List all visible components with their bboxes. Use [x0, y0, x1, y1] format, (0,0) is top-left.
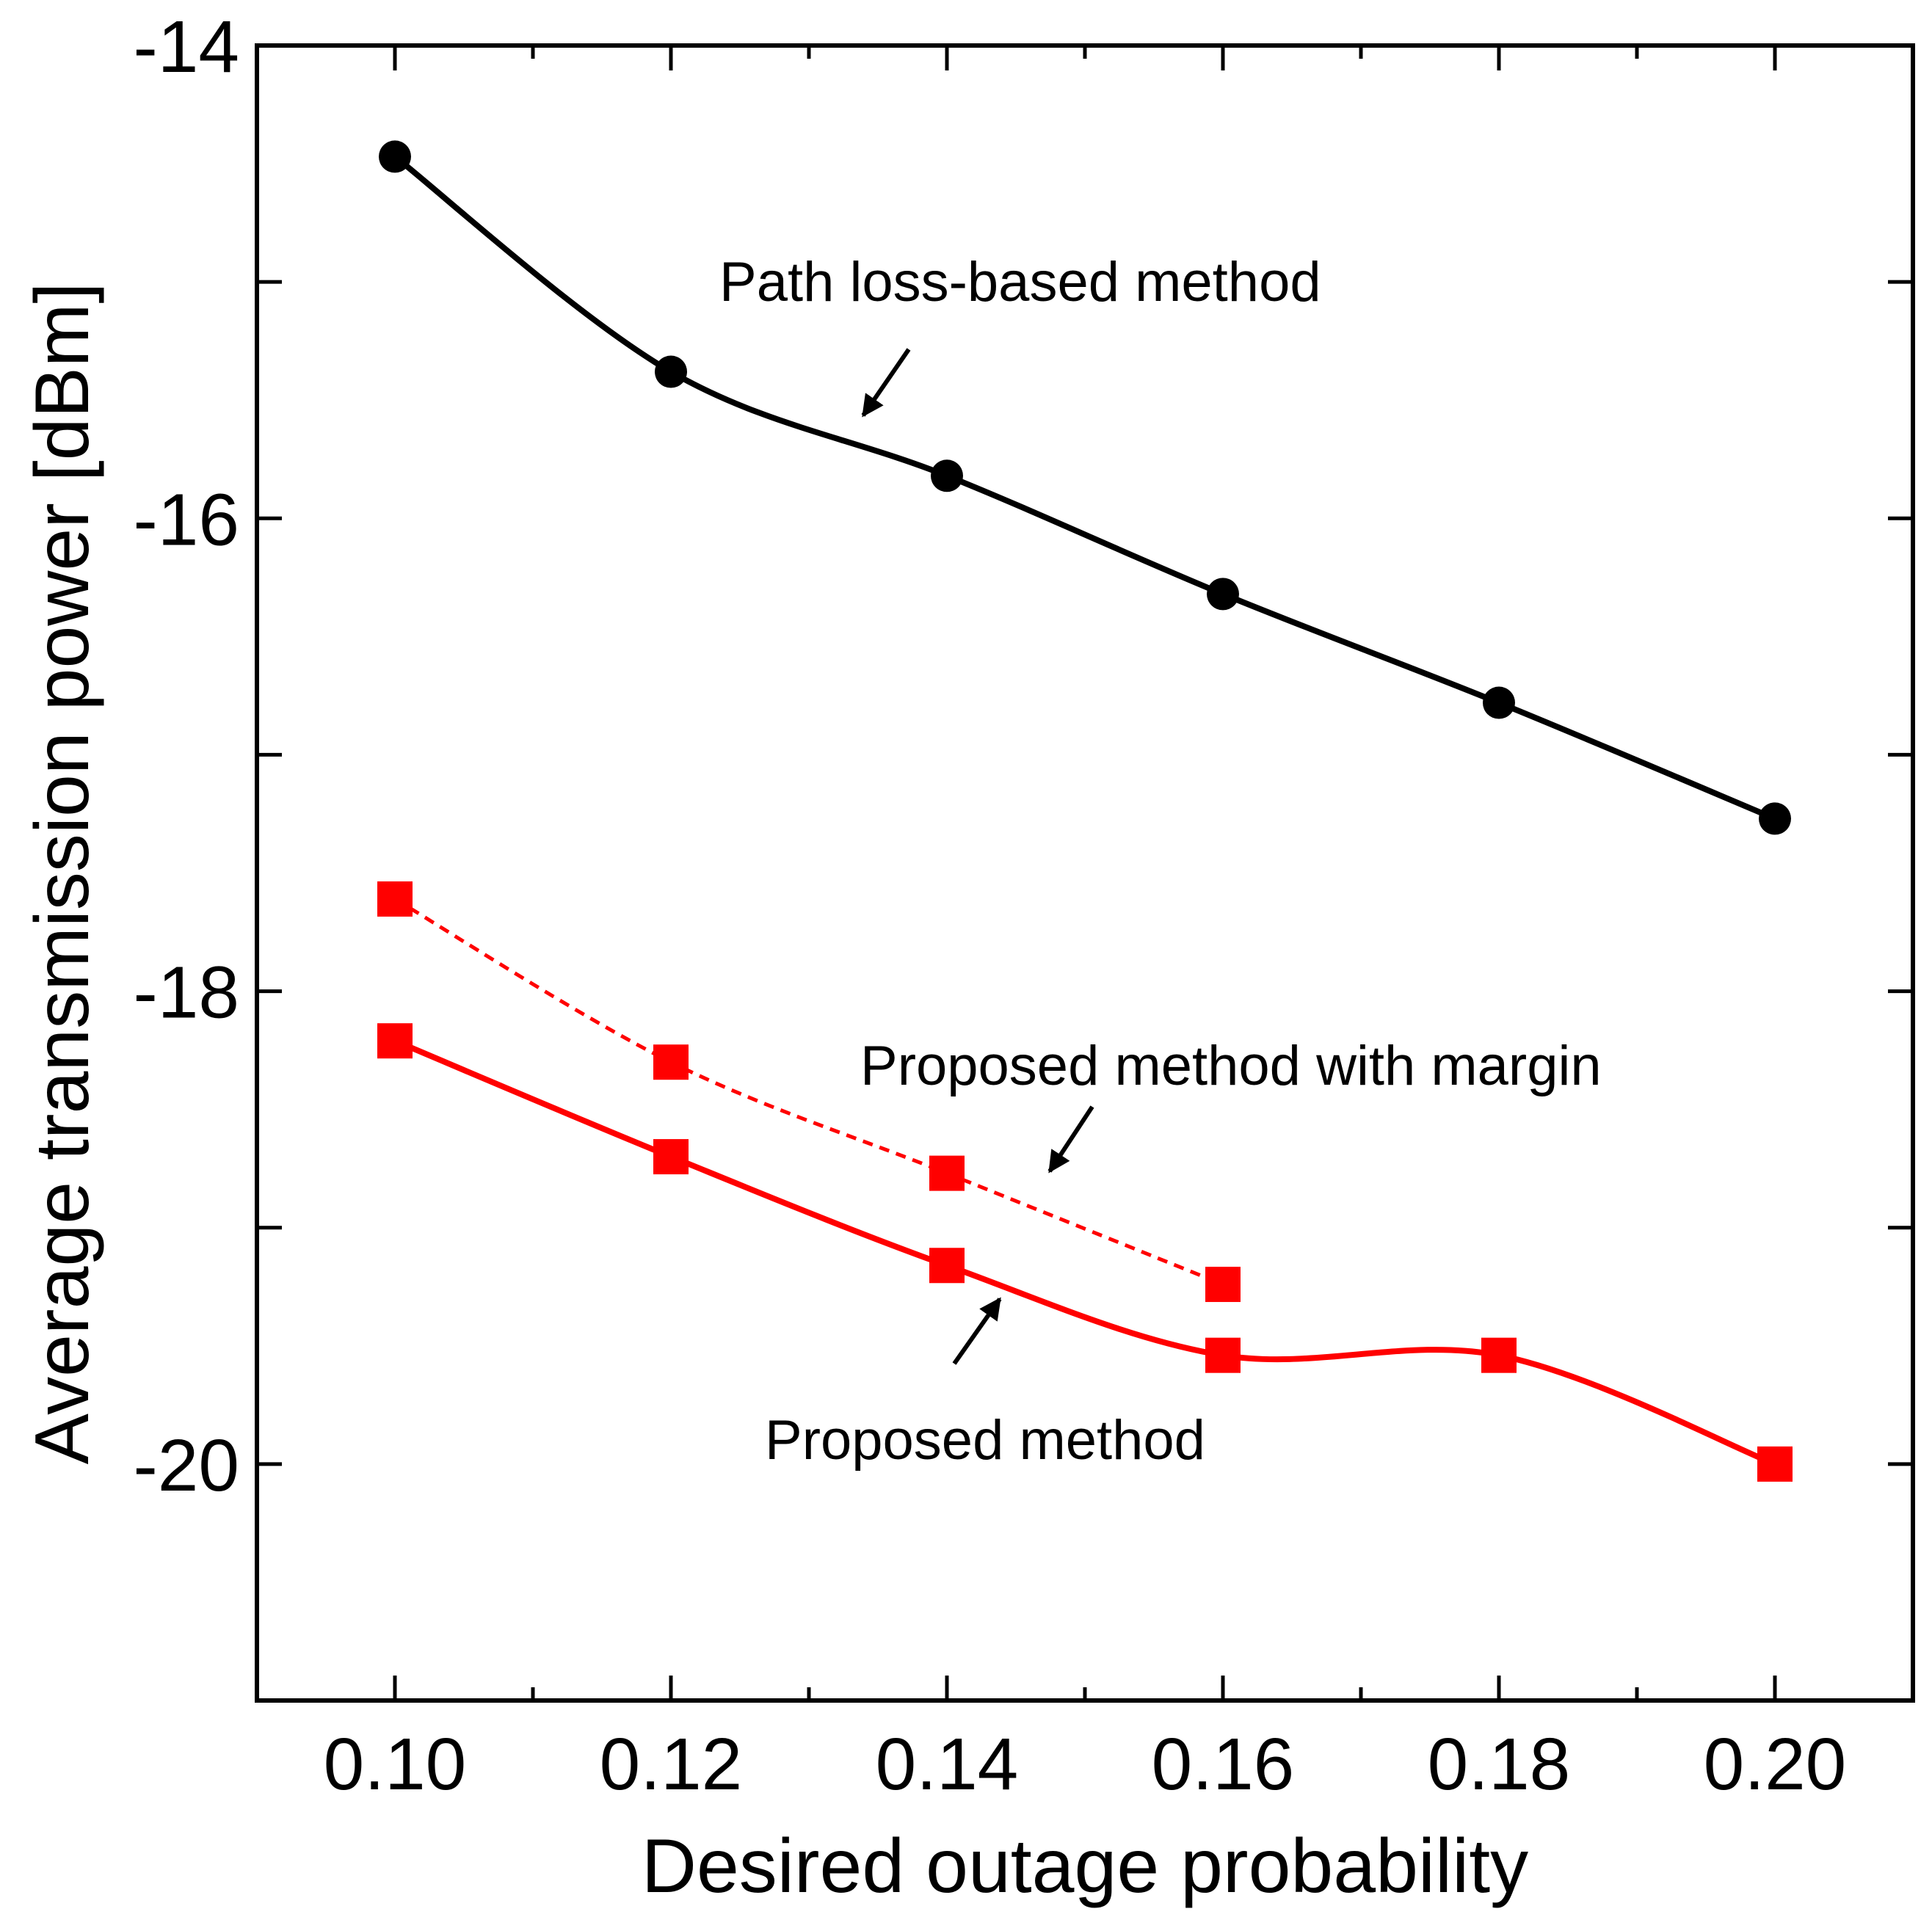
x-tick-label: 0.12 [600, 1723, 743, 1805]
x-tick-label: 0.14 [876, 1723, 1019, 1805]
y-tick-labels: -14 -16 -18 -20 [133, 6, 239, 1507]
y-axis-title: Average transmission power [dBm] [20, 283, 105, 1465]
data-point-circle [655, 355, 687, 388]
data-point-square [1205, 1337, 1241, 1373]
series-lines [393, 154, 1776, 1467]
data-point-square [929, 1155, 965, 1191]
x-tick-label: 0.10 [324, 1723, 467, 1805]
data-point-circle [1207, 578, 1239, 611]
y-tick-label: -20 [133, 1425, 239, 1507]
data-point-circle [931, 459, 963, 492]
annotation-proposed-margin: Proposed method with margin [860, 1035, 1602, 1097]
annotation-arrow-proposed [952, 1297, 1002, 1365]
annotation-path-loss: Path loss-based method [719, 251, 1321, 313]
plot-frame [255, 43, 1915, 1703]
x-tick-label: 0.18 [1428, 1723, 1571, 1805]
data-point-square [377, 1023, 413, 1059]
x-tick-labels: 0.10 0.12 0.14 0.16 0.18 0.20 [324, 1723, 1847, 1805]
data-point-square [377, 881, 413, 917]
annotation-arrow-proposed-margin [1047, 1105, 1094, 1174]
data-point-circle [1759, 802, 1791, 835]
data-point-square [653, 1139, 689, 1175]
annotation-proposed: Proposed method [765, 1409, 1205, 1472]
y-tick-label: -14 [133, 6, 239, 88]
y-tick-label: -18 [133, 952, 239, 1034]
data-point-circle [379, 140, 411, 173]
data-point-circle [1483, 686, 1515, 719]
data-point-square [1481, 1337, 1517, 1373]
x-axis-title: Desired outage probability [642, 1824, 1528, 1909]
series-markers [377, 140, 1793, 1482]
series-line-1 [393, 897, 1224, 1287]
data-point-square [1757, 1446, 1793, 1482]
data-point-square [929, 1248, 965, 1284]
series-line-2 [393, 1038, 1776, 1467]
data-point-square [653, 1044, 689, 1080]
x-tick-label: 0.20 [1704, 1723, 1847, 1805]
x-tick-label: 0.16 [1152, 1723, 1295, 1805]
series-line-0 [393, 154, 1776, 822]
data-point-square [1205, 1267, 1241, 1303]
annotation-arrow-path-loss [861, 348, 911, 418]
y-tick-label: -16 [133, 479, 239, 561]
